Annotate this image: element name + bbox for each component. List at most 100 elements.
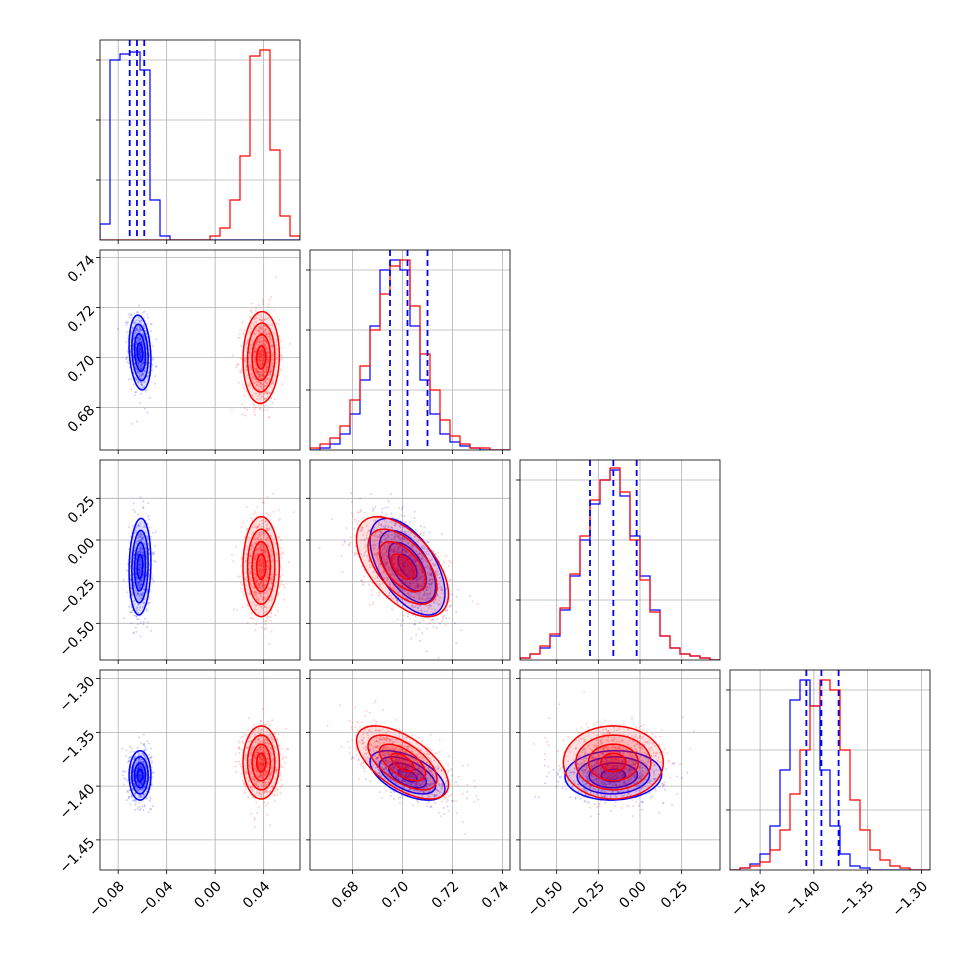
scatter-point — [363, 552, 366, 554]
scatter-point — [135, 319, 138, 322]
scatter-point — [419, 604, 422, 607]
scatter-point — [259, 594, 262, 597]
scatter-point — [134, 327, 137, 330]
scatter-point — [140, 765, 143, 768]
scatter-point — [275, 580, 278, 583]
scatter-point — [383, 563, 386, 566]
scatter-point — [270, 361, 273, 364]
scatter-point — [139, 775, 142, 778]
scatter-point — [275, 352, 278, 355]
panel-plot-area — [520, 460, 720, 660]
scatter-point — [265, 549, 267, 552]
scatter-point — [239, 328, 242, 331]
scatter-point — [263, 546, 266, 549]
scatter-point — [139, 328, 142, 331]
scatter-point — [254, 564, 257, 567]
scatter-point — [383, 556, 386, 559]
scatter-point — [154, 544, 157, 547]
scatter-point — [378, 531, 381, 534]
scatter-point — [131, 609, 134, 612]
scatter-point — [396, 534, 399, 537]
scatter-point — [266, 378, 269, 380]
scatter-point — [133, 799, 136, 802]
scatter-point — [416, 565, 419, 568]
scatter-point — [269, 548, 272, 550]
scatter-point — [255, 321, 258, 324]
scatter-point — [140, 760, 142, 763]
scatter-point — [138, 788, 141, 791]
scatter-point — [261, 327, 264, 330]
scatter-point — [409, 553, 412, 556]
scatter-point — [267, 588, 270, 591]
scatter-point — [268, 373, 271, 376]
scatter-point — [147, 316, 149, 319]
scatter-point — [384, 539, 387, 542]
scatter-point — [253, 413, 256, 416]
scatter-point — [405, 573, 408, 576]
scatter-point — [410, 568, 413, 571]
scatter-point — [373, 528, 376, 531]
scatter-point — [259, 371, 261, 373]
scatter-point — [148, 601, 151, 604]
scatter-point — [264, 520, 267, 523]
scatter-point — [269, 587, 272, 590]
scatter-point — [253, 358, 256, 361]
scatter-point — [253, 321, 256, 324]
scatter-point — [445, 609, 448, 612]
scatter-point — [428, 568, 431, 571]
scatter-point — [141, 766, 143, 769]
scatter-point — [476, 603, 479, 606]
scatter-point — [424, 552, 427, 555]
scatter-point — [260, 373, 263, 376]
scatter-point — [265, 397, 267, 400]
scatter-point — [126, 791, 129, 794]
scatter-point — [270, 324, 273, 327]
scatter-point — [254, 367, 257, 370]
scatter-point — [268, 334, 271, 337]
scatter-point — [274, 542, 277, 545]
scatter-point — [430, 573, 433, 575]
scatter-point — [400, 537, 403, 540]
scatter-point — [407, 568, 410, 570]
scatter-point — [138, 550, 141, 553]
scatter-point — [259, 567, 262, 570]
scatter-point — [267, 356, 270, 359]
scatter-point — [272, 492, 275, 495]
scatter-point — [139, 794, 142, 797]
scatter-point — [378, 524, 380, 526]
scatter-point — [145, 558, 148, 561]
scatter-point — [138, 567, 141, 569]
scatter-point — [262, 582, 265, 585]
scatter-point — [139, 374, 142, 377]
scatter-point — [397, 579, 400, 582]
scatter-point — [267, 522, 270, 525]
scatter-point — [140, 580, 143, 583]
scatter-point — [138, 525, 141, 528]
scatter-point — [253, 382, 256, 385]
scatter-point — [259, 564, 262, 567]
scatter-point — [138, 775, 140, 778]
scatter-point — [257, 583, 260, 586]
scatter-point — [139, 552, 142, 555]
scatter-point — [258, 533, 261, 535]
scatter-point — [270, 295, 273, 298]
scatter-point — [395, 561, 398, 564]
scatter-point — [263, 384, 266, 387]
scatter-point — [410, 569, 413, 572]
scatter-point — [261, 369, 264, 372]
scatter-point — [142, 760, 145, 763]
scatter-point — [249, 310, 252, 313]
scatter-point — [252, 377, 255, 380]
scatter-point — [272, 382, 275, 385]
scatter-point — [385, 525, 387, 528]
scatter-point — [261, 373, 264, 376]
scatter-point — [135, 616, 138, 619]
scatter-point — [249, 561, 252, 564]
scatter-point — [275, 341, 277, 343]
scatter-point — [253, 562, 256, 564]
scatter-point — [135, 367, 138, 370]
scatter-point — [401, 562, 404, 565]
scatter-point — [260, 546, 263, 549]
scatter-point — [135, 572, 138, 575]
scatter-point — [434, 569, 437, 572]
